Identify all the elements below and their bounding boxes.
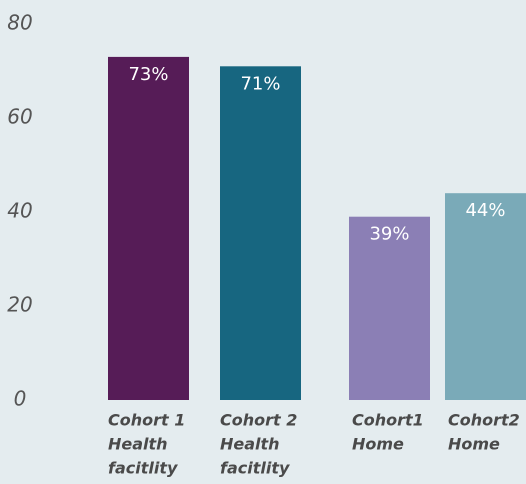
x-tick-label: Home bbox=[352, 435, 404, 454]
x-tick-label: facitlity bbox=[108, 459, 178, 478]
x-tick-label: Home bbox=[448, 435, 500, 454]
value-label: 71% bbox=[240, 73, 280, 94]
x-tick-label: Cohort2 bbox=[448, 411, 520, 430]
y-tick-label: 40 bbox=[7, 199, 32, 223]
value-label: 73% bbox=[128, 64, 168, 85]
x-tick-label: Cohort 2 bbox=[220, 411, 297, 430]
y-tick-label: 20 bbox=[7, 293, 32, 317]
bar bbox=[108, 56, 189, 401]
x-tick-label: Health bbox=[108, 435, 168, 454]
x-tick-label: Health bbox=[220, 435, 280, 454]
x-tick-label: facitlity bbox=[220, 459, 290, 478]
bar bbox=[349, 216, 430, 400]
value-label: 44% bbox=[465, 200, 505, 221]
y-tick-label: 60 bbox=[7, 105, 32, 129]
y-tick-label: 80 bbox=[7, 11, 32, 35]
y-tick-label: 0 bbox=[14, 387, 27, 411]
value-label: 39% bbox=[369, 224, 409, 245]
bar bbox=[220, 66, 301, 401]
bar bbox=[445, 193, 526, 400]
x-tick-label: Cohort1 bbox=[352, 411, 424, 430]
x-tick-label: Cohort 1 bbox=[108, 411, 185, 430]
